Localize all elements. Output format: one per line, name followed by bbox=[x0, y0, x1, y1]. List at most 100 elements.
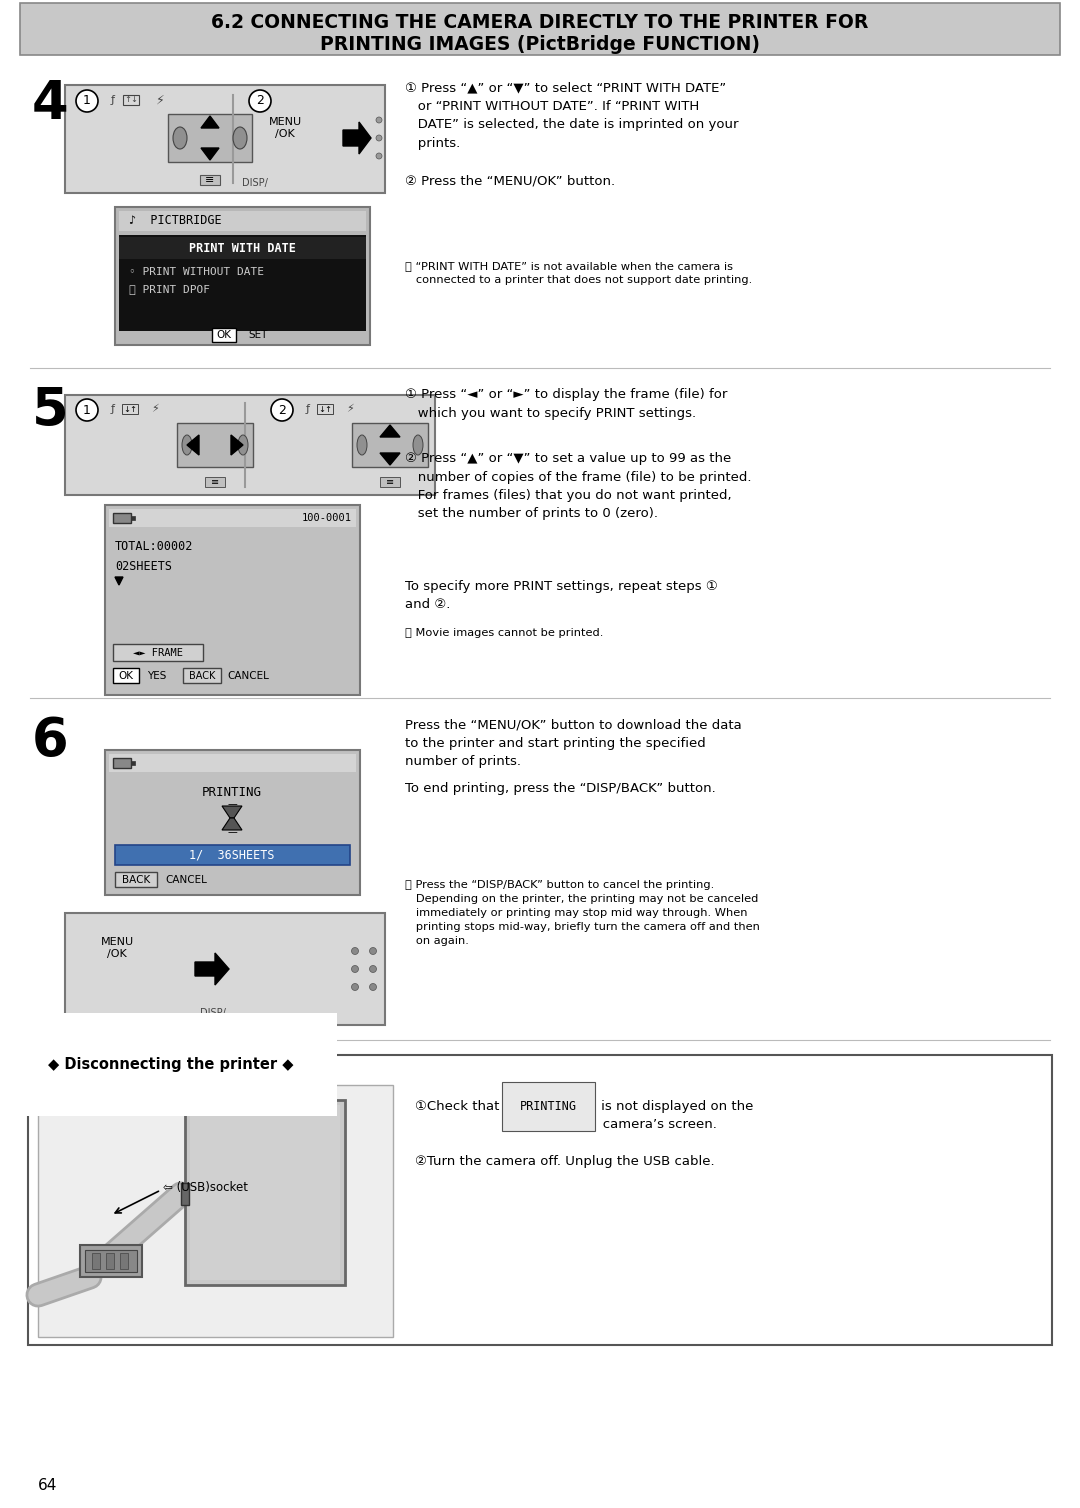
Polygon shape bbox=[343, 122, 372, 154]
Text: To specify more PRINT settings, repeat steps ①
and ②.: To specify more PRINT settings, repeat s… bbox=[405, 581, 718, 612]
Bar bbox=[85, 1250, 137, 1273]
Text: ↓↑: ↓↑ bbox=[123, 404, 137, 413]
Bar bbox=[65, 912, 384, 1025]
Circle shape bbox=[376, 118, 382, 124]
Bar bbox=[168, 115, 252, 161]
Text: 1/  36SHEETS: 1/ 36SHEETS bbox=[189, 849, 274, 861]
Text: PRINT WITH DATE: PRINT WITH DATE bbox=[189, 241, 296, 255]
Polygon shape bbox=[222, 805, 242, 817]
Bar bbox=[28, 1056, 1052, 1345]
Text: 2: 2 bbox=[256, 95, 264, 107]
Text: ⓘ Press the “DISP/BACK” button to cancel the printing.
   Depending on the print: ⓘ Press the “DISP/BACK” button to cancel… bbox=[405, 881, 760, 946]
Polygon shape bbox=[222, 817, 242, 829]
Bar bbox=[113, 668, 139, 683]
Bar bbox=[177, 424, 253, 467]
Text: ≡: ≡ bbox=[386, 477, 394, 487]
Text: 6: 6 bbox=[31, 715, 68, 768]
Text: ⇦ (USB)socket: ⇦ (USB)socket bbox=[163, 1181, 248, 1193]
Polygon shape bbox=[201, 148, 219, 160]
Ellipse shape bbox=[413, 434, 423, 455]
Text: 4: 4 bbox=[31, 78, 68, 130]
Circle shape bbox=[351, 965, 359, 973]
Circle shape bbox=[351, 947, 359, 955]
Bar bbox=[119, 237, 366, 259]
Bar bbox=[190, 1105, 340, 1280]
Bar bbox=[114, 844, 350, 866]
Text: ⎙ PRINT DPOF: ⎙ PRINT DPOF bbox=[129, 284, 210, 294]
Text: YES: YES bbox=[147, 671, 166, 682]
Text: ②Turn the camera off. Unplug the USB cable.: ②Turn the camera off. Unplug the USB cab… bbox=[415, 1155, 715, 1169]
Circle shape bbox=[271, 400, 293, 421]
Text: 6.2 CONNECTING THE CAMERA DIRECTLY TO THE PRINTER FOR: 6.2 CONNECTING THE CAMERA DIRECTLY TO TH… bbox=[212, 12, 868, 32]
Text: ” is not displayed on the
   camera’s screen.: ” is not displayed on the camera’s scree… bbox=[590, 1099, 754, 1131]
Text: PRINTING: PRINTING bbox=[519, 1099, 577, 1113]
Bar bbox=[352, 424, 428, 467]
Text: BACK: BACK bbox=[122, 875, 150, 885]
Text: ① Press “▲” or “▼” to select “PRINT WITH DATE”
   or “PRINT WITHOUT DATE”. If “P: ① Press “▲” or “▼” to select “PRINT WITH… bbox=[405, 81, 739, 149]
Text: SET: SET bbox=[248, 330, 268, 339]
Text: PRINTING: PRINTING bbox=[202, 786, 262, 799]
Bar bbox=[122, 404, 138, 415]
Bar bbox=[212, 329, 237, 342]
Bar bbox=[114, 207, 370, 345]
Text: OK: OK bbox=[119, 671, 134, 682]
Bar bbox=[105, 749, 360, 896]
Circle shape bbox=[369, 983, 377, 991]
Circle shape bbox=[249, 90, 271, 112]
Ellipse shape bbox=[357, 434, 367, 455]
Circle shape bbox=[376, 136, 382, 142]
Bar bbox=[106, 1253, 114, 1270]
Ellipse shape bbox=[238, 434, 248, 455]
Bar bbox=[113, 513, 131, 523]
Bar bbox=[185, 1099, 345, 1285]
Text: ƒ: ƒ bbox=[111, 95, 114, 106]
Text: To end printing, press the “DISP/BACK” button.: To end printing, press the “DISP/BACK” b… bbox=[405, 783, 716, 795]
Text: ≡: ≡ bbox=[211, 477, 219, 487]
Text: ⚡: ⚡ bbox=[151, 404, 159, 415]
Bar bbox=[380, 477, 400, 487]
Bar bbox=[113, 644, 203, 661]
Polygon shape bbox=[195, 953, 229, 985]
Text: Press the “MENU/OK” button to download the data
to the printer and start printin: Press the “MENU/OK” button to download t… bbox=[405, 718, 742, 768]
Text: ① Press “◄” or “►” to display the frame (file) for
   which you want to specify : ① Press “◄” or “►” to display the frame … bbox=[405, 388, 727, 419]
Bar bbox=[119, 211, 366, 231]
Text: ◄► FRAME: ◄► FRAME bbox=[133, 648, 183, 657]
Bar bbox=[92, 1253, 100, 1270]
Text: CANCEL: CANCEL bbox=[165, 875, 207, 885]
Text: PRINTING IMAGES (PictBridge FUNCTION): PRINTING IMAGES (PictBridge FUNCTION) bbox=[320, 36, 760, 54]
Text: 02SHEETS: 02SHEETS bbox=[114, 561, 172, 573]
Text: ⓘ “PRINT WITH DATE” is not available when the camera is
   connected to a printe: ⓘ “PRINT WITH DATE” is not available whe… bbox=[405, 261, 753, 285]
Circle shape bbox=[76, 400, 98, 421]
Text: ƒ: ƒ bbox=[111, 404, 114, 415]
Polygon shape bbox=[201, 116, 219, 128]
Text: —: — bbox=[227, 826, 237, 837]
Bar bbox=[65, 395, 435, 495]
Polygon shape bbox=[114, 578, 123, 585]
Text: 2: 2 bbox=[278, 404, 286, 416]
Text: OK: OK bbox=[216, 330, 231, 339]
Polygon shape bbox=[231, 434, 243, 455]
Text: ⚡: ⚡ bbox=[156, 93, 164, 107]
Circle shape bbox=[376, 152, 382, 158]
Ellipse shape bbox=[183, 434, 192, 455]
Bar bbox=[318, 404, 333, 415]
Text: 1: 1 bbox=[83, 404, 91, 416]
Bar bbox=[114, 872, 157, 887]
Bar bbox=[120, 1253, 129, 1270]
Text: ◆ Disconnecting the printer ◆: ◆ Disconnecting the printer ◆ bbox=[48, 1057, 294, 1072]
Circle shape bbox=[369, 947, 377, 955]
Text: 64: 64 bbox=[38, 1478, 57, 1493]
Text: ⓘ Movie images cannot be printed.: ⓘ Movie images cannot be printed. bbox=[405, 627, 604, 638]
Bar bbox=[183, 668, 221, 683]
Text: MENU
/OK: MENU /OK bbox=[269, 118, 301, 139]
Text: DISP/: DISP/ bbox=[200, 1007, 226, 1018]
Text: ↑↓: ↑↓ bbox=[124, 95, 138, 104]
Bar bbox=[80, 1246, 141, 1277]
Text: ② Press “▲” or “▼” to set a value up to 99 as the
   number of copies of the fra: ② Press “▲” or “▼” to set a value up to … bbox=[405, 452, 752, 520]
Bar bbox=[131, 516, 135, 520]
Text: 1: 1 bbox=[83, 95, 91, 107]
Bar bbox=[38, 1084, 393, 1338]
Polygon shape bbox=[187, 434, 199, 455]
Text: TOTAL:00002: TOTAL:00002 bbox=[114, 540, 193, 553]
Bar bbox=[113, 759, 131, 768]
